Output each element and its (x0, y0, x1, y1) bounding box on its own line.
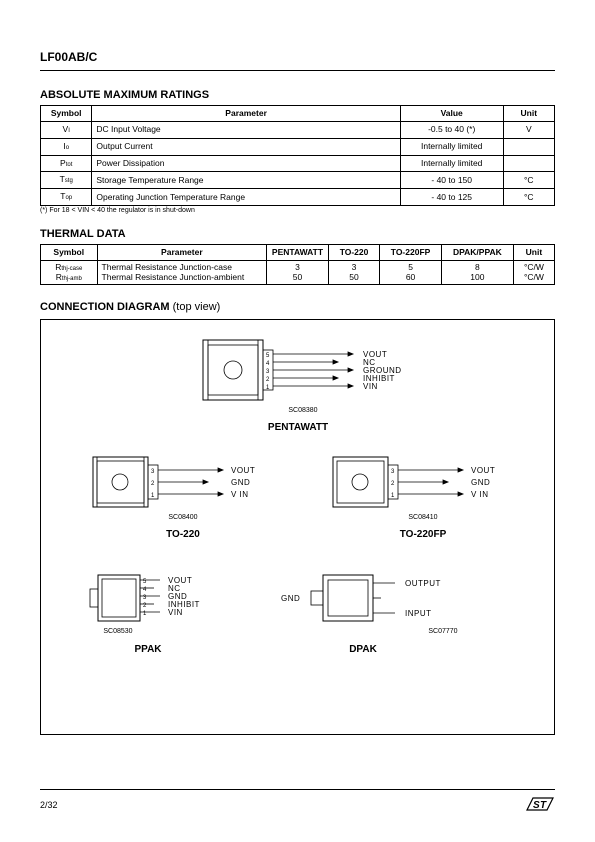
st-logo-icon: S T (525, 796, 555, 814)
thermal-table: Symbol Parameter PENTAWATT TO-220 TO-220… (40, 244, 555, 285)
svg-text:2: 2 (266, 377, 270, 383)
svg-text:SC08380: SC08380 (288, 407, 317, 414)
svg-text:2: 2 (151, 481, 155, 487)
svg-text:V IN: V IN (471, 490, 489, 499)
svg-text:PENTAWATT: PENTAWATT (268, 422, 328, 433)
page-footer: 2/32 S T (40, 789, 555, 814)
th-value: Value (400, 106, 503, 122)
svg-text:T: T (540, 800, 547, 811)
abs-max-footnote: (*) For 18 < VIN < 40 the regulator is i… (40, 207, 555, 214)
svg-text:DPAK: DPAK (349, 644, 377, 655)
diagram-container: 5 4 3 2 1 VOUT NC GROUND INHIBIT VIN SC0… (40, 319, 555, 735)
svg-text:GND: GND (281, 594, 300, 603)
svg-text:VOUT: VOUT (471, 466, 495, 475)
th-c2: TO-220 (328, 245, 379, 261)
table-row: Rthj-case Rthj-amb Thermal Resistance Ju… (41, 261, 555, 285)
svg-text:VOUT: VOUT (231, 466, 255, 475)
svg-text:PPAK: PPAK (134, 644, 162, 655)
diagram-title: CONNECTION DIAGRAM (top view) (40, 301, 555, 313)
svg-text:2: 2 (391, 481, 395, 487)
header-rule (40, 70, 555, 71)
svg-text:TO-220FP: TO-220FP (400, 529, 447, 540)
doc-header-title: LF00AB/C (40, 50, 555, 64)
svg-text:3: 3 (391, 469, 395, 475)
thermal-title: THERMAL DATA (40, 228, 555, 240)
table-row: Io Output Current Internally limited (41, 138, 555, 155)
th-c4: DPAK/PPAK (441, 245, 513, 261)
th-unit: Unit (513, 245, 554, 261)
abs-max-table: Symbol Parameter Value Unit VI DC Input … (40, 105, 555, 206)
svg-text:TO-220: TO-220 (166, 529, 200, 540)
svg-text:OUTPUT: OUTPUT (405, 579, 441, 588)
connection-diagram-svg: 5 4 3 2 1 VOUT NC GROUND INHIBIT VIN SC0… (53, 332, 543, 722)
th-param: Parameter (97, 245, 267, 261)
table-row: Ptot Power Dissipation Internally limite… (41, 155, 555, 172)
svg-text:GND: GND (231, 478, 250, 487)
table-row: Tstg Storage Temperature Range - 40 to 1… (41, 172, 555, 189)
svg-text:5: 5 (266, 353, 270, 359)
svg-text:4: 4 (266, 361, 270, 367)
page-number: 2/32 (40, 800, 58, 810)
abs-max-title: ABSOLUTE MAXIMUM RATINGS (40, 89, 555, 101)
table-row: Top Operating Junction Temperature Range… (41, 189, 555, 206)
svg-text:INPUT: INPUT (405, 609, 432, 618)
svg-text:3: 3 (266, 369, 270, 375)
svg-text:SC08410: SC08410 (408, 514, 437, 521)
svg-text:SC08530: SC08530 (103, 628, 132, 635)
th-c1: PENTAWATT (267, 245, 329, 261)
svg-text:VIN: VIN (363, 382, 378, 391)
th-unit: Unit (503, 106, 554, 122)
svg-text:3: 3 (151, 469, 155, 475)
svg-text:1: 1 (391, 493, 395, 499)
th-symbol: Symbol (41, 106, 92, 122)
svg-text:SC08400: SC08400 (168, 514, 197, 521)
svg-text:VIN: VIN (168, 608, 183, 617)
th-c3: TO-220FP (380, 245, 442, 261)
th-param: Parameter (92, 106, 400, 122)
th-symbol: Symbol (41, 245, 98, 261)
svg-text:GND: GND (471, 478, 490, 487)
svg-text:1: 1 (151, 493, 155, 499)
svg-text:S: S (533, 800, 540, 811)
svg-text:V IN: V IN (231, 490, 249, 499)
svg-text:SC07770: SC07770 (428, 628, 457, 635)
table-row: VI DC Input Voltage -0.5 to 40 (*) V (41, 122, 555, 139)
